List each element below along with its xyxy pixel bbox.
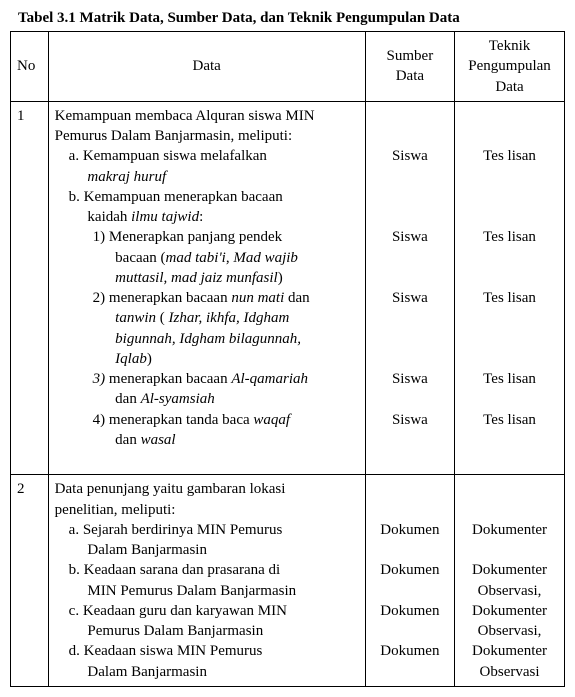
text-line: Observasi: [461, 662, 558, 682]
text-line: bigunnah, Idgham bilagunnah,: [55, 329, 359, 349]
text-line: Pemurus Dalam Banjarmasin: [55, 621, 359, 641]
data-matrix-table: No Data Sumber Data Teknik Pengumpulan D…: [10, 31, 565, 687]
text-line: muttasil, mad jaiz munfasil): [55, 268, 359, 288]
text: 4) menerapkan tanda baca: [93, 412, 254, 428]
text-line: Tes lisan: [461, 288, 558, 308]
text-line: Dokumen: [372, 641, 448, 661]
cell-sumber-2: Dokumen Dokumen Dokumen Dokumen: [365, 475, 454, 687]
text-line: Dokumenter: [461, 520, 558, 540]
header-no: No: [11, 32, 49, 102]
text-line: Dokumenter: [461, 641, 558, 661]
text: ): [278, 270, 283, 286]
italic-text: ilmu tajwid: [131, 209, 199, 225]
text-line: Siswa: [372, 410, 448, 430]
cell-teknik-2: Dokumenter Dokumenter Observasi, Dokumen…: [455, 475, 565, 687]
text-line: c. Keadaan guru dan karyawan MIN: [55, 601, 359, 621]
text: kaidah: [87, 209, 131, 225]
italic-text: Izhar, ikhfa, Idgham: [169, 310, 290, 326]
text-line: Tes lisan: [461, 410, 558, 430]
text-line: Pemurus Dalam Banjarmasin, meliputi:: [55, 126, 359, 146]
text-line: Dalam Banjarmasin: [55, 662, 359, 682]
text-line: Dalam Banjarmasin: [55, 540, 359, 560]
italic-text: nun mati: [231, 290, 284, 306]
text-line: makraj huruf: [55, 167, 359, 187]
text-line: dan Al-syamsiah: [55, 389, 359, 409]
text-line: 4) menerapkan tanda baca waqaf: [55, 410, 359, 430]
text-line: Siswa: [372, 288, 448, 308]
italic-text: 3): [93, 371, 106, 387]
text-line: Observasi,: [461, 621, 558, 641]
text-line: dan wasal: [55, 430, 359, 450]
text-line: a. Sejarah berdirinya MIN Pemurus: [55, 520, 359, 540]
text-line: Siswa: [372, 146, 448, 166]
italic-text: Al-syamsiah: [141, 391, 215, 407]
text-line: d. Keadaan siswa MIN Pemurus: [55, 641, 359, 661]
italic-text: Mad wajib: [233, 250, 298, 266]
text-line: Kemampuan membaca Alquran siswa MIN: [55, 106, 359, 126]
italic-text: bigunnah, Idgham bilagunnah,: [115, 331, 301, 347]
italic-text: Al-qamariah: [231, 371, 308, 387]
text-line: kaidah ilmu tajwid:: [55, 207, 359, 227]
table-row: 2 Data penunjang yaitu gambaran lokasi p…: [11, 475, 565, 687]
italic-text: makraj huruf: [87, 169, 166, 185]
cell-no-1: 1: [11, 101, 49, 475]
header-data: Data: [48, 32, 365, 102]
text-line: penelitian, meliputi:: [55, 500, 359, 520]
text-line: Dokumenter: [461, 560, 558, 580]
text-line: 3) menerapkan bacaan Al-qamariah: [55, 369, 359, 389]
text-line: Data penunjang yaitu gambaran lokasi: [55, 479, 359, 499]
text: Dalam Banjarmasin: [87, 542, 207, 558]
text-line: 1) Menerapkan panjang pendek: [55, 227, 359, 247]
text: ): [147, 351, 152, 367]
text-line: Observasi,: [461, 581, 558, 601]
text: Dalam Banjarmasin: [87, 664, 207, 680]
text: Pemurus Dalam Banjarmasin: [87, 623, 263, 639]
italic-text: muttasil, mad jaiz munfasil: [115, 270, 278, 286]
text-line: a. Kemampuan siswa melafalkan: [55, 146, 359, 166]
text: dan: [115, 432, 140, 448]
header-sumber: Sumber Data: [365, 32, 454, 102]
text: dan: [284, 290, 309, 306]
text-line: Iqlab): [55, 349, 359, 369]
text-line: b. Keadaan sarana dan prasarana di: [55, 560, 359, 580]
cell-sumber-1: Siswa Siswa Siswa Siswa Siswa: [365, 101, 454, 475]
cell-teknik-1: Tes lisan Tes lisan Tes lisan Tes lisan …: [455, 101, 565, 475]
cell-no-2: 2: [11, 475, 49, 687]
text: menerapkan bacaan: [105, 371, 231, 387]
text-line: Tes lisan: [461, 369, 558, 389]
italic-text: waqaf: [253, 412, 290, 428]
italic-text: mad tabi'i: [166, 250, 226, 266]
cell-data-2: Data penunjang yaitu gambaran lokasi pen…: [48, 475, 365, 687]
text: :: [199, 209, 203, 225]
table-title: Tabel 3.1 Matrik Data, Sumber Data, dan …: [10, 10, 565, 27]
text-line: Dokumen: [372, 520, 448, 540]
text-line: Dokumenter: [461, 601, 558, 621]
text: MIN Pemurus Dalam Banjarmasin: [87, 583, 296, 599]
text-line: tanwin ( Izhar, ikhfa, Idgham: [55, 308, 359, 328]
text-line: Dokumen: [372, 560, 448, 580]
cell-data-1: Kemampuan membaca Alquran siswa MIN Pemu…: [48, 101, 365, 475]
text: 2) menerapkan bacaan: [93, 290, 232, 306]
text-line: bacaan (mad tabi'i, Mad wajib: [55, 248, 359, 268]
text-line: MIN Pemurus Dalam Banjarmasin: [55, 581, 359, 601]
italic-text: tanwin: [115, 310, 156, 326]
italic-text: Iqlab: [115, 351, 147, 367]
text-line: Siswa: [372, 227, 448, 247]
text: dan: [115, 391, 140, 407]
text-line: b. Kemampuan menerapkan bacaan: [55, 187, 359, 207]
header-row: No Data Sumber Data Teknik Pengumpulan D…: [11, 32, 565, 102]
italic-text: wasal: [141, 432, 176, 448]
text: (: [156, 310, 169, 326]
header-teknik: Teknik Pengumpulan Data: [455, 32, 565, 102]
text-line: Tes lisan: [461, 227, 558, 247]
text-line: Dokumen: [372, 601, 448, 621]
text-line: Siswa: [372, 369, 448, 389]
text-line: Tes lisan: [461, 146, 558, 166]
text-line: 2) menerapkan bacaan nun mati dan: [55, 288, 359, 308]
table-row: 1 Kemampuan membaca Alquran siswa MIN Pe…: [11, 101, 565, 475]
text: bacaan (: [115, 250, 165, 266]
